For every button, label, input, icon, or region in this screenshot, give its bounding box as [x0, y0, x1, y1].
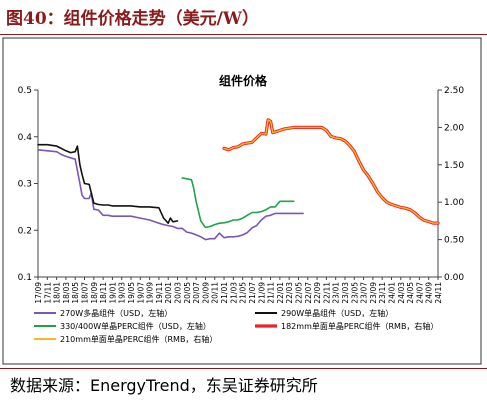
x-tick-label: 21/01	[220, 282, 229, 304]
chart-svg: 组件价格 0.1 0.2 0.3 0.4 0.5 0.00 0.50 1.00 1.50 2.00…	[2, 37, 482, 365]
legend-label-mono-290w: 290W单晶组件（USD，左轴）	[281, 308, 393, 318]
x-tick-label: 23/03	[341, 282, 350, 304]
x-tick-label: 22/01	[276, 282, 285, 304]
x-tick-label: 21/09	[257, 282, 266, 304]
x-tick-label: 23/07	[360, 282, 369, 304]
x-tick-label: 17/09	[34, 282, 43, 304]
x-tick-label: 21/07	[248, 282, 257, 304]
x-tick-label: 20/03	[174, 282, 183, 304]
x-tick-label: 19/09	[146, 282, 155, 304]
x-tick-label: 18/05	[71, 282, 80, 304]
right-y-tick-label: 1.00	[444, 198, 464, 208]
x-tick-label: 17/11	[43, 282, 52, 304]
x-tick-label: 22/07	[304, 282, 313, 304]
series-line-poly-270w	[37, 149, 304, 241]
x-tick-label: 21/11	[267, 282, 276, 304]
right-y-tick-label: 0.50	[444, 236, 464, 246]
x-tick-label: 20/05	[183, 282, 192, 304]
x-tick-label: 21/03	[229, 282, 238, 304]
x-tick-label: 18/09	[90, 282, 99, 304]
x-tick-label: 18/11	[99, 282, 108, 304]
x-tick-label: 24/09	[425, 282, 434, 304]
legend-label-perc-210mm: 210mm单面单晶PERC组件（RMB，右轴）	[60, 334, 217, 344]
x-tick-label: 20/09	[201, 282, 210, 304]
x-tick-label: 19/11	[155, 282, 164, 304]
x-tick-label: 22/11	[322, 282, 331, 304]
x-tick-label: 23/11	[378, 282, 387, 304]
x-tick-label: 20/01	[164, 282, 173, 304]
x-tick-label: 18/07	[81, 282, 90, 304]
x-tick-label: 23/05	[350, 282, 359, 304]
x-tick-label: 20/07	[192, 282, 201, 304]
source-text: 数据来源：EnergyTrend，东吴证券研究所	[10, 376, 318, 395]
legend-label-perc-182mm: 182mm单面单晶PERC组件（RMB，右轴）	[281, 321, 438, 331]
x-tick-label: 22/05	[294, 282, 303, 304]
x-tick-label: 24/03	[397, 282, 406, 304]
x-tick-label: 24/05	[406, 282, 415, 304]
x-tick-label: 19/07	[136, 282, 145, 304]
right-y-tick-label: 2.00	[444, 123, 464, 133]
x-tick-label: 24/11	[434, 282, 443, 304]
x-tick-label: 18/01	[53, 282, 62, 304]
x-tick-label: 24/01	[387, 282, 396, 304]
title-divider	[0, 34, 487, 35]
axes: 0.1 0.2 0.3 0.4 0.5 0.00 0.50 1.00 1.50 2.00 2.50 1…	[18, 86, 465, 304]
series-line-perc-210mm	[223, 119, 439, 224]
chart-container: 组件价格 0.1 0.2 0.3 0.4 0.5 0.00 0.50 1.00 1.50 2.00…	[0, 35, 487, 367]
x-tick-label: 19/03	[118, 282, 127, 304]
x-tick-label: 21/05	[239, 282, 248, 304]
left-y-tick-label: 0.3	[18, 180, 32, 190]
legend: 270W多晶组件（USD，左轴） 290W单晶组件（USD，左轴） 330/400W…	[34, 308, 438, 344]
series-layer	[37, 118, 440, 241]
source-divider	[0, 368, 487, 369]
left-y-tick-label: 0.1	[18, 273, 32, 283]
x-tick-label: 19/05	[127, 282, 136, 304]
x-tick-label: 22/09	[313, 282, 322, 304]
left-y-tick-label: 0.5	[18, 86, 32, 96]
left-y-tick-label: 0.4	[18, 133, 33, 143]
chart-title: 组件价格	[219, 73, 268, 88]
x-tick-label: 24/07	[415, 282, 424, 304]
x-tick-label: 18/03	[62, 282, 71, 304]
figure-title: 图40：组件价格走势（美元/W）	[6, 9, 259, 29]
series-line-mono-290w	[37, 143, 179, 224]
legend-label-perc-330-400w: 330/400W单晶PERC组件（USD，左轴）	[60, 321, 211, 331]
legend-label-poly-270w: 270W多晶组件（USD，左轴）	[60, 308, 172, 318]
chart-outer-border	[2, 37, 482, 365]
series-line-perc-330-400w	[181, 177, 295, 229]
left-y-tick-label: 0.2	[18, 226, 32, 236]
x-tick-label: 20/11	[211, 282, 220, 304]
x-tick-label: 19/01	[108, 282, 117, 304]
x-tick-label: 23/09	[369, 282, 378, 304]
right-y-tick-label: 0.00	[444, 273, 464, 283]
right-y-tick-label: 2.50	[444, 86, 464, 96]
x-tick-label: 22/03	[285, 282, 294, 304]
right-y-tick-label: 1.50	[444, 161, 464, 171]
x-tick-label: 23/01	[332, 282, 341, 304]
